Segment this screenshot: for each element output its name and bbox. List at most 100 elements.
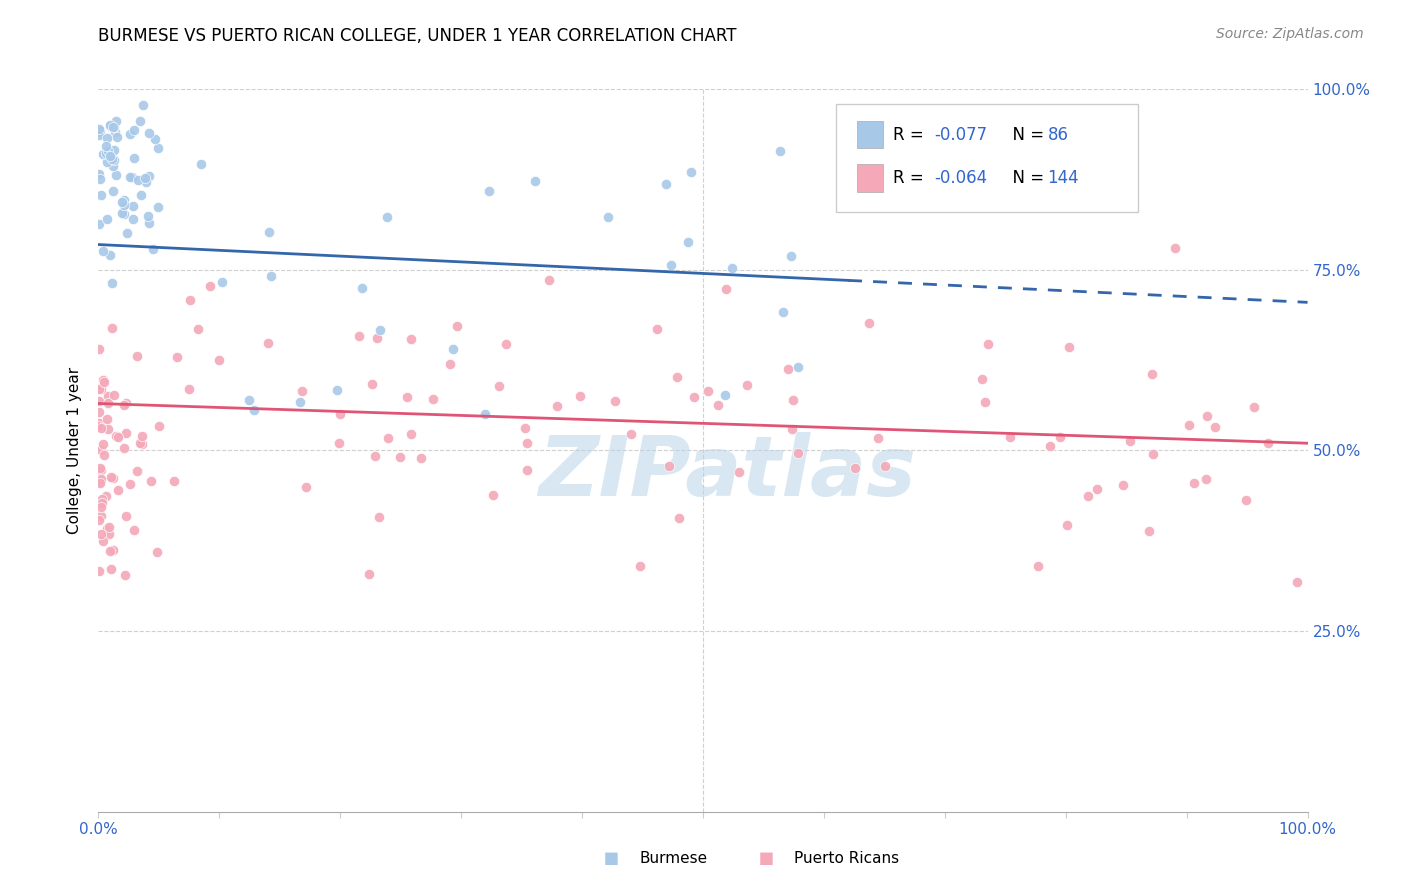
Point [1049, 430, 1071, 444]
Point [291, 384, 314, 399]
Point [98, 544, 121, 558]
Point [96, 422, 118, 436]
Point [91, 147, 114, 161]
Point [647, 322, 669, 336]
Point [103, 388, 125, 402]
Point [98, 118, 121, 132]
Point [146, 200, 169, 214]
Point [858, 316, 880, 330]
Point [120, 169, 142, 184]
Point [260, 269, 283, 284]
Point [93, 375, 115, 389]
Point [87, 382, 110, 396]
Point [91, 436, 114, 450]
Point [605, 393, 627, 408]
Point [474, 407, 496, 421]
Point [243, 403, 266, 417]
Point [655, 177, 678, 191]
Point [138, 169, 160, 184]
Point [103, 125, 125, 139]
Point [696, 384, 718, 398]
Point [91, 373, 114, 387]
Point [107, 483, 129, 498]
Point [89, 461, 111, 475]
Point [98, 119, 121, 133]
Point [368, 509, 391, 524]
Point [329, 407, 352, 421]
Point [146, 141, 169, 155]
Point [128, 114, 150, 128]
Point [89, 476, 111, 491]
Point [112, 193, 135, 207]
Point [135, 176, 157, 190]
Point [100, 470, 122, 484]
Point [1182, 476, 1205, 491]
Point [114, 398, 136, 412]
Point [94, 139, 117, 153]
Point [136, 209, 159, 223]
Point [721, 260, 744, 275]
Point [121, 170, 143, 185]
Text: R =: R = [893, 126, 929, 144]
Point [96, 212, 118, 227]
Point [143, 132, 166, 146]
Point [1026, 559, 1049, 574]
Point [96, 155, 118, 169]
Point [90, 508, 112, 523]
Point [782, 393, 804, 408]
Point [118, 127, 141, 141]
Point [103, 143, 125, 157]
Point [1286, 574, 1309, 589]
Point [1164, 241, 1187, 255]
Point [114, 441, 136, 455]
Point [1056, 518, 1078, 533]
Point [1257, 435, 1279, 450]
Point [89, 442, 111, 457]
FancyBboxPatch shape [856, 164, 883, 192]
Point [115, 226, 138, 240]
Point [105, 169, 128, 183]
Point [96, 412, 118, 426]
Point [538, 273, 561, 287]
Point [120, 477, 142, 491]
FancyBboxPatch shape [837, 103, 1139, 212]
Point [104, 428, 127, 442]
Point [90, 500, 112, 514]
Point [714, 388, 737, 402]
Point [89, 217, 111, 231]
Point [1039, 439, 1062, 453]
Point [1140, 367, 1163, 381]
Point [481, 488, 503, 502]
Y-axis label: College, Under 1 year: College, Under 1 year [67, 367, 83, 534]
Point [628, 559, 651, 574]
Point [132, 98, 155, 112]
Point [439, 357, 461, 371]
Point [441, 343, 464, 357]
Point [208, 352, 231, 367]
Point [114, 198, 136, 212]
Text: ▪: ▪ [603, 847, 620, 870]
Point [1243, 400, 1265, 414]
Point [97, 389, 120, 403]
Point [1137, 524, 1160, 538]
Point [366, 331, 388, 345]
Point [122, 523, 145, 537]
Point [87, 393, 110, 408]
Point [97, 519, 120, 533]
Point [787, 446, 810, 460]
Point [772, 304, 794, 318]
Point [446, 318, 468, 333]
Point [105, 130, 128, 145]
Point [114, 568, 136, 582]
Point [87, 342, 110, 356]
Point [128, 173, 150, 187]
Point [488, 379, 510, 393]
Point [89, 128, 111, 142]
Point [288, 394, 311, 409]
Point [1077, 489, 1099, 503]
Point [727, 465, 749, 479]
Point [89, 474, 111, 488]
Text: N =: N = [1001, 169, 1049, 187]
Point [682, 390, 704, 404]
Point [769, 145, 792, 159]
